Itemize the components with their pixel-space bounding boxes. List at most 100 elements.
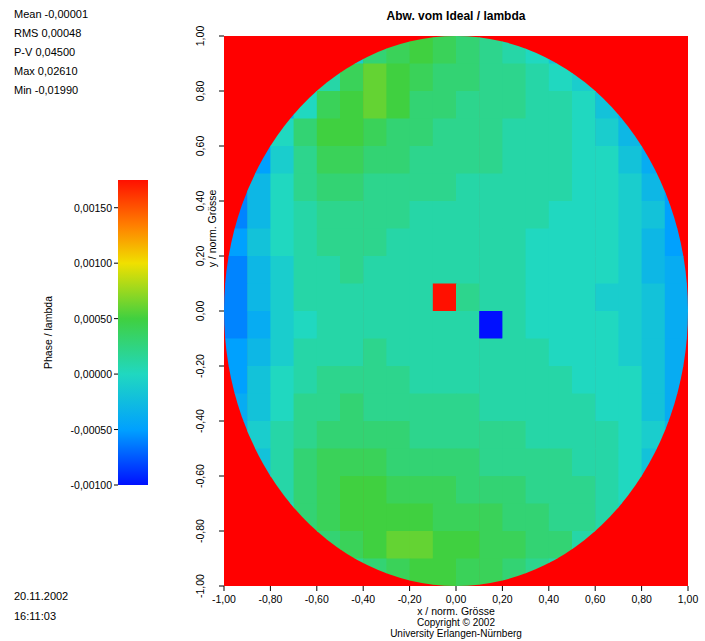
cell [294, 201, 318, 229]
y-tick [219, 531, 224, 532]
cell [433, 256, 457, 284]
cell [340, 339, 364, 367]
cell [270, 119, 294, 147]
cell [526, 284, 550, 312]
cell [386, 119, 410, 147]
cell [224, 421, 248, 449]
cell [410, 229, 434, 257]
x-tick [363, 586, 364, 591]
cell [642, 421, 666, 449]
cell [386, 256, 410, 284]
cell [618, 449, 642, 477]
cell [618, 366, 642, 394]
cell [386, 394, 410, 422]
cell [595, 146, 619, 174]
cell [642, 449, 666, 477]
cell [642, 366, 666, 394]
cell [479, 394, 503, 422]
cell [502, 366, 526, 394]
cell [595, 64, 619, 92]
cell [456, 339, 480, 367]
cell [386, 531, 410, 559]
cell [433, 531, 457, 559]
cell [294, 174, 318, 202]
cell [526, 91, 550, 119]
cell [433, 201, 457, 229]
cell [549, 284, 573, 312]
cell [433, 64, 457, 92]
cell [340, 229, 364, 257]
cell [340, 36, 364, 64]
cell [363, 146, 387, 174]
cell [294, 476, 318, 504]
cell [410, 504, 434, 532]
cell [340, 146, 364, 174]
y-tick [219, 146, 224, 147]
cell [340, 311, 364, 339]
cell [363, 229, 387, 257]
x-tick-label: 0,60 [585, 593, 606, 605]
cell [618, 421, 642, 449]
cell [386, 284, 410, 312]
cell [526, 146, 550, 174]
cell [618, 174, 642, 202]
date: 20.11.2002 [14, 590, 68, 602]
cell [247, 174, 271, 202]
cell [526, 256, 550, 284]
cell [456, 146, 480, 174]
cell [433, 284, 457, 312]
cell [618, 229, 642, 257]
cell [572, 146, 596, 174]
cell [363, 91, 387, 119]
cell [572, 119, 596, 147]
cell [665, 201, 688, 229]
cell [247, 366, 271, 394]
cell [410, 366, 434, 394]
cell [595, 366, 619, 394]
cell [572, 366, 596, 394]
y-axis-title: y / norm. Grösse [206, 190, 218, 268]
y-tick-label: 0,60 [194, 136, 206, 157]
cell [386, 421, 410, 449]
cell [618, 339, 642, 367]
cell [247, 201, 271, 229]
y-tick-label: -0,40 [194, 409, 206, 433]
cell [665, 366, 688, 394]
y-tick [219, 256, 224, 257]
cell [618, 504, 642, 532]
cell [665, 311, 688, 339]
cell [572, 339, 596, 367]
cell [294, 449, 318, 477]
cell [526, 229, 550, 257]
cell [572, 91, 596, 119]
cell [340, 284, 364, 312]
cell [618, 256, 642, 284]
cell [224, 174, 248, 202]
cell [502, 339, 526, 367]
cell [572, 421, 596, 449]
x-tick-label: -1,00 [212, 593, 236, 605]
cell [456, 91, 480, 119]
cell [363, 559, 387, 587]
x-tick-label: -0,40 [351, 593, 375, 605]
cell [642, 201, 666, 229]
cell [526, 476, 550, 504]
cell [479, 36, 503, 64]
cell [479, 449, 503, 477]
x-tick [224, 586, 225, 591]
cell [572, 504, 596, 532]
cell [247, 476, 271, 504]
cell [317, 311, 341, 339]
cell [456, 36, 480, 64]
cell [549, 91, 573, 119]
cell [665, 284, 688, 312]
cell [363, 311, 387, 339]
cell [294, 284, 318, 312]
cell [479, 91, 503, 119]
cell [224, 229, 248, 257]
plot-area [224, 36, 688, 586]
cell [595, 421, 619, 449]
x-tick [502, 586, 503, 591]
cell [270, 146, 294, 174]
cell [386, 64, 410, 92]
